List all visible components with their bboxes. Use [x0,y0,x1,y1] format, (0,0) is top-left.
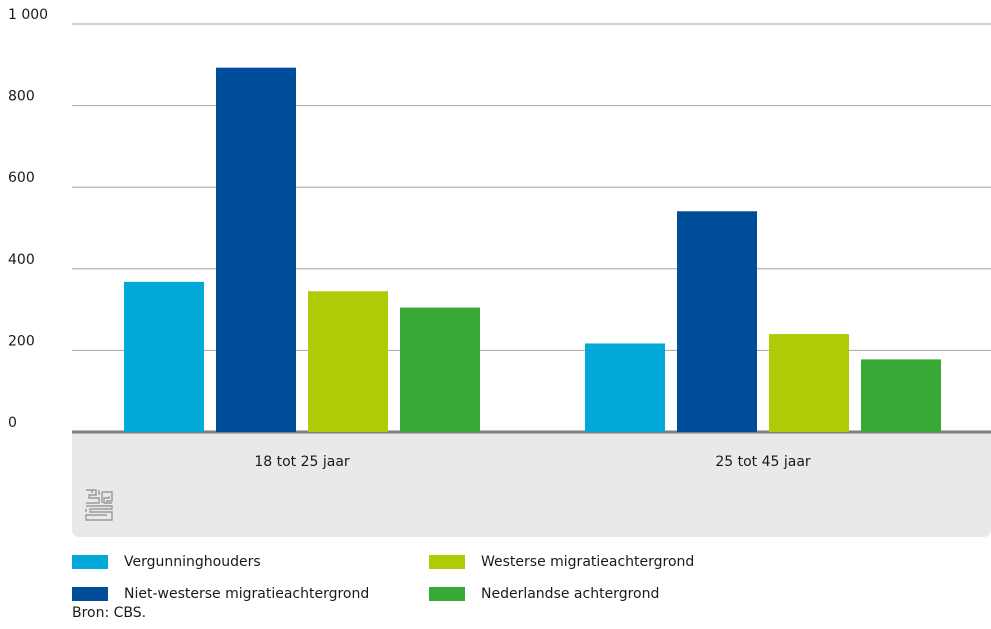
cbs-logo-path [85,489,113,521]
legend-swatch [72,555,108,569]
source-note: Bron: CBS. [72,605,147,621]
y-tick-label: 600 [8,170,35,186]
bar [769,334,849,432]
legend-swatch [72,587,108,601]
y-tick-label: 1 000 [8,7,48,23]
legend-swatch [429,555,465,569]
bar [216,67,296,432]
bar [124,281,204,432]
legend-swatch [429,587,465,601]
cbs-logo-icon [85,489,113,521]
legend-label: Niet-westerse migratieachtergrond [124,586,370,602]
bar [677,211,757,432]
bar [861,359,941,432]
category-band [72,433,991,537]
bar [308,291,388,432]
legend-label: Nederlandse achtergrond [481,586,660,602]
y-tick-label: 200 [8,333,35,349]
legend-item-vergunninghouders: Vergunninghouders [72,551,261,573]
bar [585,343,665,432]
y-tick-label: 0 [8,415,17,431]
legend-item-nederlandse: Nederlandse achtergrond [429,583,659,605]
x-category-label: 18 tot 25 jaar [254,454,350,470]
y-tick-label: 800 [8,89,35,105]
legend-label: Vergunninghouders [124,554,261,570]
legend-label: Westerse migratieachtergrond [481,554,695,570]
x-category-label: 25 tot 45 jaar [715,454,811,470]
legend-item-niet-westerse: Niet-westerse migratieachtergrond [72,583,369,605]
y-tick-label: 400 [8,252,35,268]
legend-item-westerse: Westerse migratieachtergrond [429,551,694,573]
legend: Vergunninghouders Niet-westerse migratie… [72,551,792,611]
bar [400,307,480,432]
